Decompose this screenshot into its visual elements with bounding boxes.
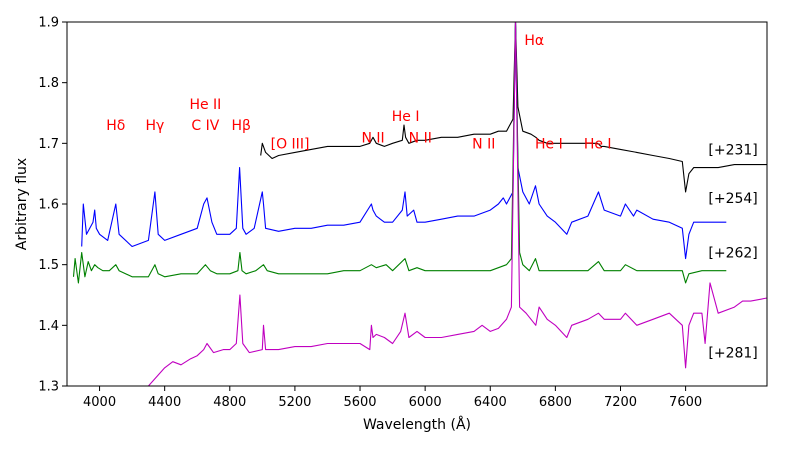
x-tick-label: 4800 — [213, 395, 246, 410]
y-tick-label: 1.9 — [38, 16, 59, 31]
y-tick-label: 1.7 — [38, 137, 59, 152]
x-tick-label: 6000 — [409, 395, 442, 410]
x-axis-title: Wavelength (Å) — [363, 416, 471, 433]
line-annotation: Hδ — [106, 118, 125, 134]
series-line-2 — [81, 22, 727, 260]
series-label: [+254] — [708, 191, 757, 207]
x-tick-label: 4000 — [83, 395, 116, 410]
annotations-layer: Hδ Hγ He II C IV Hβ [O III] N II He I N II N II Hα… — [106, 33, 611, 152]
series-line-1 — [260, 22, 767, 193]
line-annotation: N II — [409, 130, 432, 146]
series-line-4 — [147, 22, 767, 386]
x-tick-label: 5600 — [343, 395, 376, 410]
line-annotation: [O III] — [271, 136, 310, 152]
x-tick-label: 5200 — [278, 395, 311, 410]
ticks-layer: 4000 4400 4800 5200 5600 6000 6400 6800 7200 7600… — [38, 16, 702, 411]
series-label: [+281] — [708, 346, 757, 362]
line-annotation: He II — [189, 97, 221, 113]
x-tick-label: 7200 — [604, 395, 637, 410]
y-tick-label: 1.8 — [38, 76, 59, 91]
line-annotation: N II — [472, 136, 495, 152]
line-annotation: He I — [584, 136, 612, 152]
x-tick-label: 7600 — [669, 395, 702, 410]
line-annotation: He I — [392, 109, 420, 125]
line-annotation: Hγ — [146, 118, 165, 134]
y-tick-label: 1.6 — [38, 198, 59, 213]
x-tick-label: 6800 — [539, 395, 572, 410]
x-tick-label: 6400 — [474, 395, 507, 410]
series-label: [+262] — [708, 246, 757, 262]
line-annotation: N II — [361, 130, 384, 146]
y-axis-title: Arbitrary flux — [14, 158, 30, 250]
y-tick-label: 1.5 — [38, 258, 59, 273]
line-annotation: C IV — [191, 118, 219, 134]
series-layer — [72, 22, 767, 386]
x-tick-label: 4400 — [148, 395, 181, 410]
y-tick-label: 1.4 — [38, 319, 59, 334]
y-tick-label: 1.3 — [38, 380, 59, 395]
labels-layer: [+231] [+254] [+262] [+281] — [708, 142, 757, 361]
series-line-3 — [72, 22, 727, 284]
line-annotation: He I — [535, 136, 563, 152]
line-annotation: Hβ — [231, 118, 250, 134]
line-annotation: Hα — [524, 33, 544, 49]
series-label: [+231] — [708, 142, 757, 158]
